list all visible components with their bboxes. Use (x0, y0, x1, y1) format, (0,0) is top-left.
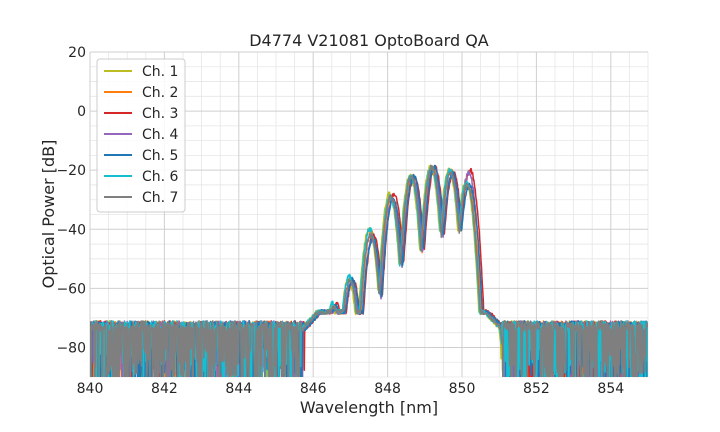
legend-label: Ch. 2 (142, 85, 178, 101)
y-tick-label: −80 (56, 340, 86, 356)
x-tick-label: 840 (77, 381, 104, 397)
y-tick-label: −60 (56, 281, 86, 297)
legend: Ch. 1 Ch. 2 Ch. 3 Ch. 4 Ch. 5 Ch. 6 Ch. 7 (96, 58, 186, 213)
legend-label: Ch. 6 (142, 169, 179, 185)
y-axis-ticks: 20 0 −20 −40 −60 −80 (56, 45, 86, 356)
y-tick-label: −20 (56, 163, 86, 179)
chart-title: D4774 V21081 OptoBoard QA (249, 31, 489, 50)
y-tick-label: −40 (56, 222, 86, 238)
x-tick-label: 848 (374, 381, 401, 397)
legend-label: Ch. 4 (142, 127, 179, 143)
y-tick-label: 20 (68, 45, 86, 61)
y-axis-label: Optical Power [dB] (39, 140, 58, 289)
x-axis-label: Wavelength [nm] (300, 398, 438, 417)
series-line-ch-7 (90, 164, 648, 377)
legend-frame (96, 58, 186, 213)
x-axis-ticks: 840 842 844 846 848 850 852 854 (77, 381, 625, 397)
x-tick-label: 854 (597, 381, 624, 397)
x-tick-label: 842 (151, 381, 178, 397)
legend-label: Ch. 5 (142, 148, 178, 164)
legend-label: Ch. 1 (142, 64, 178, 80)
x-tick-label: 846 (300, 381, 327, 397)
y-tick-label: 0 (77, 104, 86, 120)
x-tick-label: 852 (523, 381, 550, 397)
x-tick-label: 850 (449, 381, 476, 397)
series-group (90, 164, 648, 377)
x-tick-label: 844 (225, 381, 252, 397)
legend-label: Ch. 7 (142, 190, 178, 206)
legend-label: Ch. 3 (142, 106, 178, 122)
